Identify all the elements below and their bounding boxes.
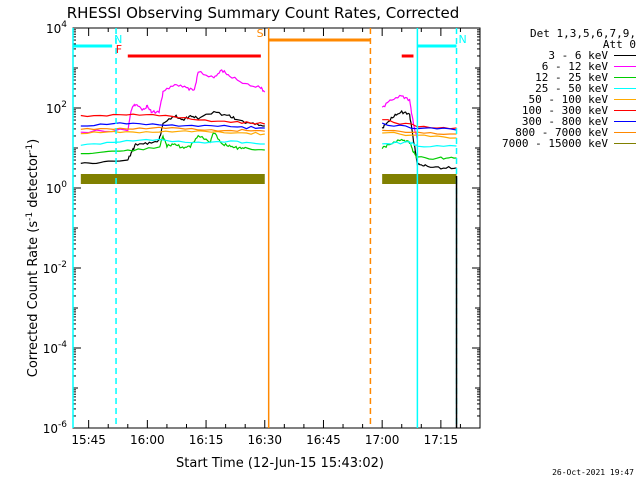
series-12-25kev xyxy=(80,132,265,155)
flag-label: N xyxy=(114,33,122,46)
legend-entry: 6 - 12 keV xyxy=(478,61,636,72)
y-tick-label-base: 10 xyxy=(46,182,61,196)
series-50-100kev xyxy=(80,130,265,136)
legend-swatch xyxy=(614,66,636,67)
legend-entry: 300 - 800 keV xyxy=(478,116,636,127)
x-tick-label: 17:00 xyxy=(365,433,400,447)
chart-title: RHESSI Observing Summary Count Rates, Co… xyxy=(67,4,460,22)
legend-swatch xyxy=(614,99,636,100)
legend-entry-label: 800 - 7000 keV xyxy=(515,126,608,139)
series-6-12kev xyxy=(381,94,418,141)
series-7000-15000-kev xyxy=(382,174,457,184)
y-tick-label: 104 xyxy=(46,20,67,36)
x-axis-label: Start Time (12-Jun-15 15:43:02) xyxy=(176,456,384,471)
legend-entry: 100 - 300 keV xyxy=(478,105,636,116)
series-50-100kev xyxy=(382,131,457,139)
legend-swatch xyxy=(614,88,636,89)
legend-entry-label: 100 - 300 keV xyxy=(521,104,608,117)
legend-entry-label: 3 - 6 keV xyxy=(548,49,608,62)
legend-entry: 7000 - 15000 keV xyxy=(478,138,636,149)
legend-entry-label: 6 - 12 keV xyxy=(541,60,608,73)
y-tick-label-base: 10 xyxy=(46,102,61,116)
series-25-50kev xyxy=(382,141,457,148)
legend-entry: 25 - 50 keV xyxy=(478,83,636,94)
legend-swatch xyxy=(614,77,636,78)
y-tick-label-base: 10 xyxy=(43,422,58,436)
y-axis-label-sup1: -1 xyxy=(25,212,35,221)
series-3-6kev xyxy=(381,109,457,170)
plot-frame xyxy=(72,27,481,429)
y-tick-label-exponent: -2 xyxy=(58,260,67,270)
x-tick-label: 16:45 xyxy=(306,433,341,447)
flag-label: S xyxy=(257,27,264,40)
legend-entry-label: 50 - 100 keV xyxy=(528,93,608,106)
series-300-800kev xyxy=(80,122,265,130)
legend-entry: 800 - 7000 keV xyxy=(478,127,636,138)
legend-entry-label: 25 - 50 keV xyxy=(535,82,608,95)
legend-entry-label: 300 - 800 keV xyxy=(521,115,608,128)
legend-swatch xyxy=(614,121,636,122)
y-tick-label: 10-2 xyxy=(43,260,67,276)
legend-header-line2: Att 0 xyxy=(602,38,636,51)
legend-entry: 3 - 6 keV xyxy=(478,50,636,61)
legend-entry-label: 12 - 25 keV xyxy=(535,71,608,84)
legend-swatch xyxy=(614,110,636,111)
timestamp: 26-Oct-2021 19:47 xyxy=(552,468,634,477)
series-100-300kev xyxy=(80,113,265,125)
series-6-12kev xyxy=(80,69,266,134)
legend-entry: 12 - 25 keV xyxy=(478,72,636,83)
series-25-50kev xyxy=(80,138,265,146)
legend-header-line1: Det 1,3,5,6,7,9, xyxy=(530,27,636,40)
legend-entry-label: 7000 - 15000 keV xyxy=(502,137,608,150)
legend-entry: 50 - 100 keV xyxy=(478,94,636,105)
series-3-6kev xyxy=(80,110,265,165)
y-axis-label-mid: detector xyxy=(26,152,41,212)
legend-swatch xyxy=(614,143,636,144)
y-tick-label: 100 xyxy=(46,180,67,196)
y-tick-label-exponent: 2 xyxy=(61,100,67,110)
x-tick-label: 17:15 xyxy=(424,433,459,447)
flag-label: F xyxy=(116,43,122,56)
y-tick-label-exponent: 0 xyxy=(61,180,67,190)
legend-swatch xyxy=(614,55,636,56)
y-tick-label: 10-6 xyxy=(43,420,68,436)
y-tick-label-base: 10 xyxy=(43,262,58,276)
x-tick-label: 15:45 xyxy=(71,433,106,447)
legend-swatch xyxy=(614,132,636,133)
y-axis-label: Corrected Count Rate (s-1 detector-1) xyxy=(25,139,41,377)
y-tick-label-exponent: 4 xyxy=(61,20,67,30)
flag-label: N xyxy=(459,33,467,46)
y-tick-label-base: 10 xyxy=(43,342,58,356)
x-tick-label: 16:00 xyxy=(130,433,165,447)
y-tick-label-exponent: -6 xyxy=(58,420,67,430)
y-tick-label-exponent: -4 xyxy=(58,340,67,350)
y-axis-label-close: ) xyxy=(26,139,41,144)
series-100-300kev xyxy=(382,119,457,130)
svg-text:Corrected Count Rate (s-1 dete: Corrected Count Rate (s-1 detector-1) xyxy=(25,139,41,377)
y-tick-label: 10-4 xyxy=(43,340,68,356)
x-tick-label: 16:30 xyxy=(247,433,282,447)
y-tick-label: 102 xyxy=(46,100,67,116)
series-7000-15000-kev xyxy=(80,174,265,184)
legend-rows: 3 - 6 keV 6 - 12 keV 12 - 25 keV 25 - 50 ke… xyxy=(478,50,636,149)
y-axis-label-main: Corrected Count Rate (s xyxy=(26,221,41,378)
legend: Det 1,3,5,6,7,9, Att 0 3 - 6 keV 6 - 12 k… xyxy=(478,28,636,149)
y-tick-label-base: 10 xyxy=(46,22,61,36)
annotation-layer: N NFS xyxy=(72,27,467,428)
series-800-7000kev xyxy=(80,126,265,132)
x-tick-label: 16:15 xyxy=(189,433,224,447)
y-axis-label-sup2: -1 xyxy=(25,144,35,153)
